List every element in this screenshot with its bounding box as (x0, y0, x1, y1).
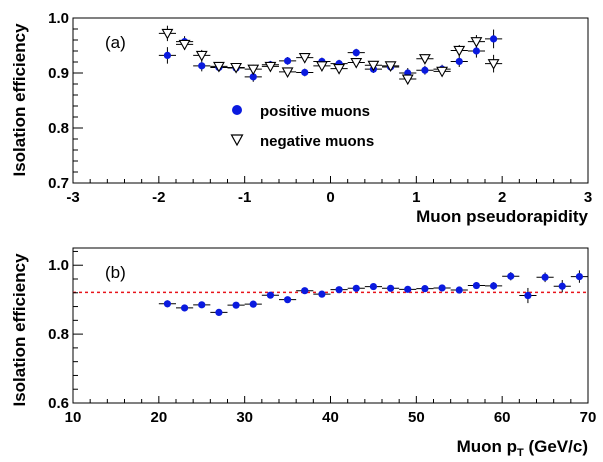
y-tick-label: 0.6 (48, 395, 69, 412)
data-point-negative (281, 67, 294, 79)
data-point (507, 272, 515, 280)
x-tick-label: 30 (236, 409, 253, 426)
panel-b-label: (b) (105, 263, 126, 282)
legend-negative-marker (230, 134, 244, 147)
data-point-negative (367, 60, 380, 72)
panel-a-error-bars (158, 25, 503, 84)
panel-a-y-axis-title: Isolation efficiency (10, 23, 29, 177)
panel-b-ticks: 10 20 30 40 50 60 70 0.6 0.8 1.0 (48, 250, 597, 426)
data-point-negative (436, 66, 449, 78)
x-tick-label: 0 (326, 189, 334, 206)
data-point-negative (487, 59, 500, 70)
data-point (575, 272, 584, 281)
data-point (438, 284, 446, 292)
data-point (163, 300, 172, 308)
data-point (283, 296, 292, 304)
y-tick-label: 0.8 (48, 326, 69, 343)
data-point (163, 51, 172, 60)
data-point-negative (470, 37, 483, 48)
data-point (266, 291, 275, 299)
x-tick-label: -3 (66, 189, 79, 206)
data-point (386, 284, 395, 292)
data-point (232, 301, 240, 309)
panel-b-y-axis-title: Isolation efficiency (10, 253, 29, 407)
y-tick-label: 1.0 (48, 10, 69, 27)
data-point-negative (195, 50, 208, 62)
data-point (283, 57, 292, 65)
panel-a-markers (161, 28, 500, 86)
data-point (421, 285, 429, 293)
data-point (352, 49, 360, 57)
data-point (455, 57, 463, 66)
data-point (369, 282, 378, 291)
data-point (524, 291, 532, 300)
data-point-negative (247, 64, 260, 76)
data-point (489, 282, 498, 290)
panel-a-x-axis-title: Muon pseudorapidity (416, 207, 588, 226)
data-point-negative (161, 28, 174, 40)
data-point (180, 304, 189, 312)
data-point (249, 73, 257, 81)
y-tick-label: 1.0 (48, 257, 69, 274)
data-point-negative (178, 39, 191, 51)
panel-b-x-axis-title: Muon pT (GeV/c) (457, 437, 588, 459)
x-tick-label: 50 (408, 409, 425, 426)
data-point (472, 281, 481, 290)
data-point (472, 47, 481, 55)
data-point (249, 300, 257, 308)
data-point-negative (333, 64, 346, 75)
panel-a-label: (a) (105, 33, 126, 52)
panel-a-frame (72, 17, 589, 184)
data-point-negative (230, 62, 243, 74)
y-tick-label: 0.7 (48, 175, 69, 192)
x-tick-label: 1 (412, 189, 420, 206)
data-point (215, 308, 223, 317)
x-tick-label: 3 (584, 189, 592, 206)
data-point-negative (401, 74, 414, 86)
panel-b-markers (163, 272, 584, 317)
y-tick-label: 0.9 (48, 65, 69, 82)
data-point-negative (350, 58, 363, 69)
data-point (489, 35, 498, 43)
data-point-negative (384, 61, 397, 72)
y-tick-label: 0.8 (48, 120, 69, 137)
data-point-negative (212, 61, 225, 73)
x-tick-label: 2 (498, 189, 506, 206)
data-point (541, 273, 549, 281)
data-point-negative (418, 54, 431, 65)
data-point (335, 286, 343, 294)
legend-negative-label: negative muons (260, 133, 374, 150)
data-point (198, 62, 206, 70)
x-tick-label: 40 (322, 409, 339, 426)
panel-b: (b) Muon pT (GeV/c) Isolation efficiency… (10, 247, 597, 459)
x-tick-label: 60 (494, 409, 511, 426)
legend-positive-marker (232, 105, 242, 115)
data-point (318, 290, 326, 298)
x-tick-label: 20 (150, 409, 167, 426)
x-tick-label: 10 (65, 409, 82, 426)
data-point (421, 66, 429, 74)
data-point-negative (315, 61, 328, 72)
data-point (455, 286, 463, 294)
data-point (198, 301, 206, 309)
data-point (404, 285, 412, 293)
panel-a: (a) Muon pseudorapidity Isolation effici… (10, 10, 592, 226)
data-point-negative (264, 61, 277, 73)
panel-b-frame (72, 247, 589, 404)
legend-positive-label: positive muons (260, 103, 370, 120)
data-point-negative (453, 45, 466, 57)
data-point (558, 282, 566, 290)
x-tick-label: 70 (580, 409, 597, 426)
panel-a-ticks: -3 -2 -1 0 1 2 3 0.7 0.8 0.9 1.0 (48, 10, 592, 206)
data-point-negative (298, 53, 311, 64)
legend: positive muons negative muons (230, 103, 374, 150)
data-point (301, 287, 309, 295)
data-point (301, 68, 309, 77)
x-tick-label: -1 (238, 189, 251, 206)
data-point (352, 284, 360, 292)
x-tick-label: -2 (152, 189, 165, 206)
